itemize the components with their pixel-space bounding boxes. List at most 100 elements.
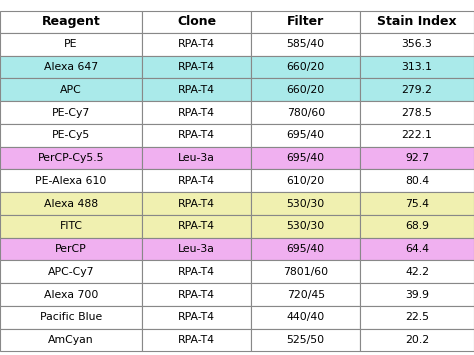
Bar bbox=[0, 192, 142, 215]
Text: 75.4: 75.4 bbox=[405, 198, 429, 209]
Text: 313.1: 313.1 bbox=[401, 62, 433, 72]
Text: Reagent: Reagent bbox=[42, 15, 100, 28]
Bar bbox=[0, 124, 142, 147]
Text: APC-Cy7: APC-Cy7 bbox=[48, 267, 94, 277]
Text: PE-Alexa 610: PE-Alexa 610 bbox=[36, 176, 107, 186]
Bar bbox=[360, 261, 474, 283]
Text: RPA-T4: RPA-T4 bbox=[178, 85, 215, 95]
Bar bbox=[251, 147, 360, 169]
Text: PerCP-Cy5.5: PerCP-Cy5.5 bbox=[38, 153, 104, 163]
Bar bbox=[0, 56, 142, 78]
Text: 42.2: 42.2 bbox=[405, 267, 429, 277]
Bar bbox=[142, 329, 251, 351]
Bar bbox=[142, 56, 251, 78]
Bar bbox=[251, 11, 360, 33]
Bar bbox=[142, 33, 251, 56]
Text: RPA-T4: RPA-T4 bbox=[178, 198, 215, 209]
Text: 80.4: 80.4 bbox=[405, 176, 429, 186]
Text: RPA-T4: RPA-T4 bbox=[178, 221, 215, 231]
Text: RPA-T4: RPA-T4 bbox=[178, 176, 215, 186]
Bar bbox=[251, 101, 360, 124]
Bar bbox=[251, 78, 360, 101]
Bar bbox=[142, 261, 251, 283]
Bar bbox=[142, 306, 251, 329]
Text: 68.9: 68.9 bbox=[405, 221, 429, 231]
Text: 610/20: 610/20 bbox=[287, 176, 325, 186]
Bar bbox=[142, 78, 251, 101]
Bar bbox=[0, 329, 142, 351]
Text: Stain Index: Stain Index bbox=[377, 15, 457, 28]
Text: RPA-T4: RPA-T4 bbox=[178, 312, 215, 322]
Bar bbox=[360, 33, 474, 56]
Bar bbox=[360, 124, 474, 147]
Text: 278.5: 278.5 bbox=[401, 108, 433, 118]
Text: FITC: FITC bbox=[60, 221, 82, 231]
Text: Pacific Blue: Pacific Blue bbox=[40, 312, 102, 322]
Bar bbox=[0, 306, 142, 329]
Bar bbox=[360, 329, 474, 351]
Text: 22.5: 22.5 bbox=[405, 312, 429, 322]
Bar bbox=[142, 101, 251, 124]
Text: RPA-T4: RPA-T4 bbox=[178, 267, 215, 277]
Bar bbox=[360, 238, 474, 261]
Bar bbox=[251, 169, 360, 192]
Text: PE: PE bbox=[64, 39, 78, 49]
Text: 7801/60: 7801/60 bbox=[283, 267, 328, 277]
Text: PE-Cy7: PE-Cy7 bbox=[52, 108, 90, 118]
Bar bbox=[251, 306, 360, 329]
Bar bbox=[360, 306, 474, 329]
Text: 780/60: 780/60 bbox=[287, 108, 325, 118]
Text: 39.9: 39.9 bbox=[405, 290, 429, 300]
Text: 695/40: 695/40 bbox=[287, 244, 325, 254]
Text: 440/40: 440/40 bbox=[287, 312, 325, 322]
Text: Filter: Filter bbox=[287, 15, 324, 28]
Bar bbox=[360, 169, 474, 192]
Bar bbox=[0, 215, 142, 238]
Bar bbox=[251, 56, 360, 78]
Bar bbox=[142, 147, 251, 169]
Bar bbox=[251, 238, 360, 261]
Bar bbox=[360, 56, 474, 78]
Text: Clone: Clone bbox=[177, 15, 216, 28]
Bar bbox=[251, 192, 360, 215]
Text: 279.2: 279.2 bbox=[401, 85, 433, 95]
Text: Leu-3a: Leu-3a bbox=[178, 244, 215, 254]
Text: 695/40: 695/40 bbox=[287, 153, 325, 163]
Bar bbox=[142, 169, 251, 192]
Text: PE-Cy5: PE-Cy5 bbox=[52, 130, 90, 140]
Bar bbox=[251, 215, 360, 238]
Text: RPA-T4: RPA-T4 bbox=[178, 130, 215, 140]
Bar bbox=[360, 147, 474, 169]
Bar bbox=[0, 78, 142, 101]
Text: 585/40: 585/40 bbox=[287, 39, 325, 49]
Bar bbox=[251, 283, 360, 306]
Bar bbox=[0, 169, 142, 192]
Bar bbox=[0, 147, 142, 169]
Bar bbox=[0, 33, 142, 56]
Text: 64.4: 64.4 bbox=[405, 244, 429, 254]
Bar bbox=[142, 192, 251, 215]
Bar bbox=[360, 78, 474, 101]
Bar bbox=[0, 261, 142, 283]
Text: RPA-T4: RPA-T4 bbox=[178, 290, 215, 300]
Bar bbox=[251, 261, 360, 283]
Bar bbox=[0, 283, 142, 306]
Text: AmCyan: AmCyan bbox=[48, 335, 94, 345]
Text: RPA-T4: RPA-T4 bbox=[178, 108, 215, 118]
Text: 660/20: 660/20 bbox=[287, 62, 325, 72]
Bar bbox=[142, 11, 251, 33]
Bar bbox=[142, 238, 251, 261]
Text: 695/40: 695/40 bbox=[287, 130, 325, 140]
Text: 660/20: 660/20 bbox=[287, 85, 325, 95]
Text: RPA-T4: RPA-T4 bbox=[178, 62, 215, 72]
Text: APC: APC bbox=[60, 85, 82, 95]
Bar bbox=[251, 124, 360, 147]
Bar bbox=[251, 329, 360, 351]
Text: 222.1: 222.1 bbox=[401, 130, 433, 140]
Text: Alexa 647: Alexa 647 bbox=[44, 62, 98, 72]
Bar bbox=[360, 101, 474, 124]
Bar bbox=[142, 124, 251, 147]
Text: 356.3: 356.3 bbox=[401, 39, 433, 49]
Text: 92.7: 92.7 bbox=[405, 153, 429, 163]
Text: 530/30: 530/30 bbox=[287, 198, 325, 209]
